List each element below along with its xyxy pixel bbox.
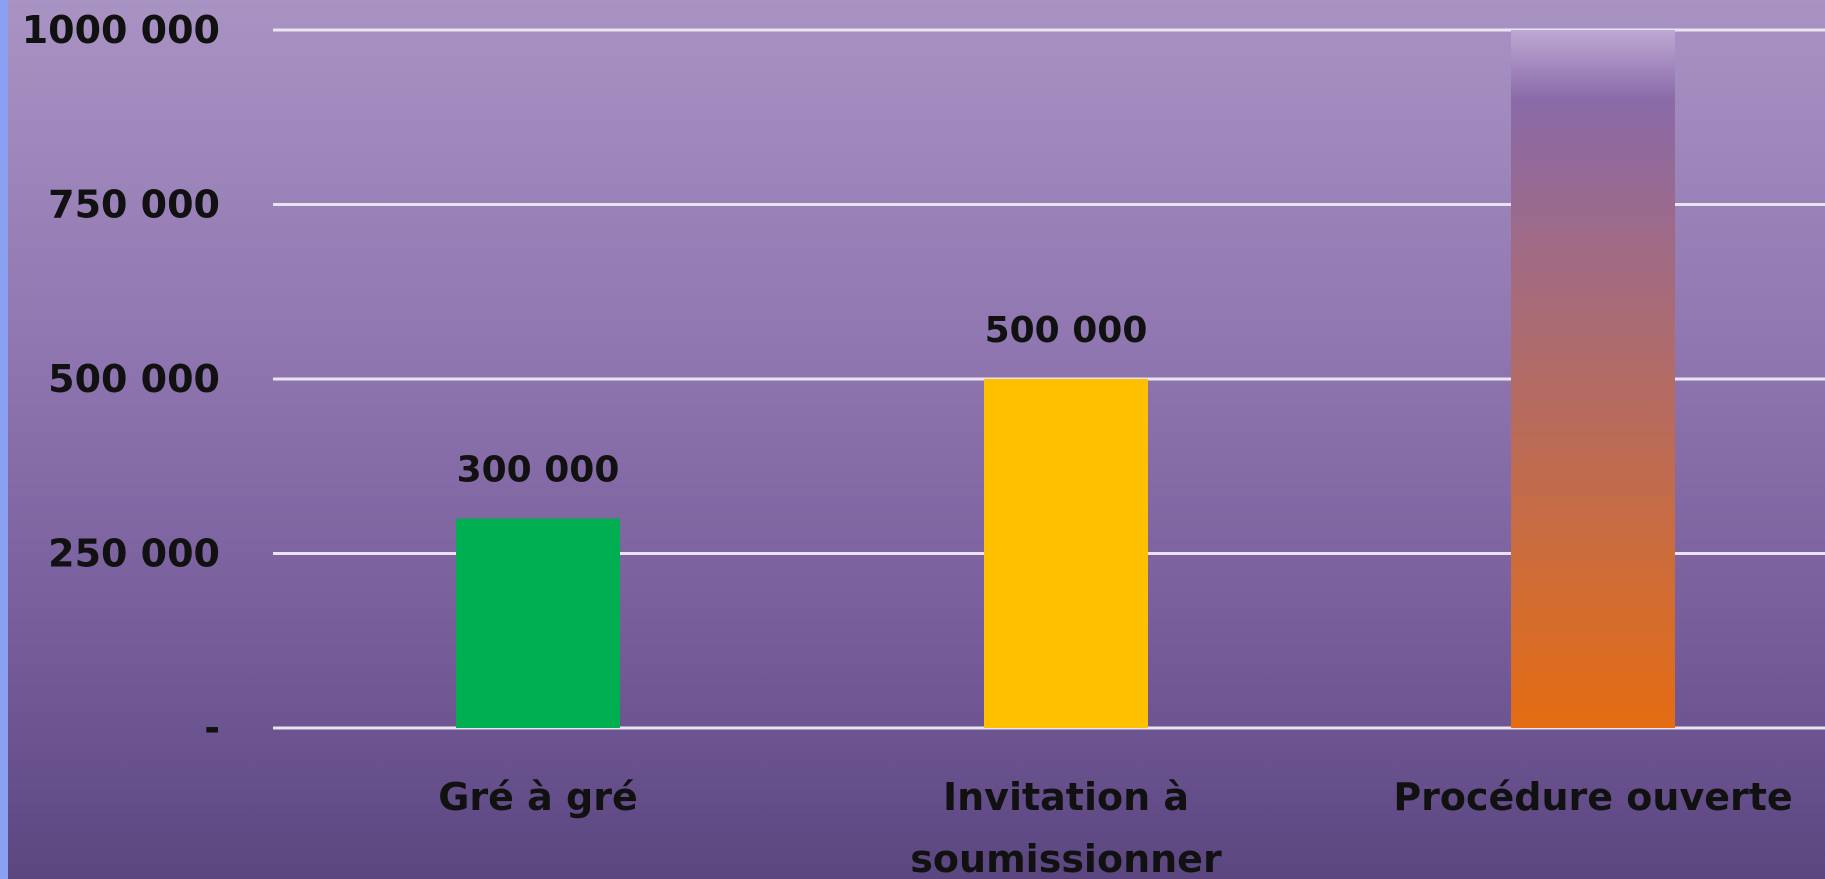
bar [984, 379, 1148, 728]
x-category-label: Invitation à [943, 775, 1189, 819]
x-category-label: Procédure ouverte [1393, 775, 1792, 819]
bar-chart: - 250 000 500 000 750 000 1000 000 300 000 50… [22, 8, 1825, 879]
data-label: 500 000 [985, 310, 1148, 351]
x-axis: Gré à gré Invitation à soumissionner Procéd… [438, 775, 1792, 879]
y-tick-label: 500 000 [48, 357, 220, 401]
data-label: 300 000 [457, 450, 620, 491]
bar [1511, 30, 1675, 728]
y-tick-label: 1000 000 [22, 8, 220, 52]
y-tick-label: 750 000 [48, 183, 220, 227]
y-tick-label: 250 000 [48, 532, 220, 576]
bar [456, 518, 620, 728]
data-labels: 300 000 500 000 [457, 310, 1148, 491]
y-axis: - 250 000 500 000 750 000 1000 000 [22, 8, 220, 750]
x-category-label: Gré à gré [438, 775, 638, 819]
x-category-label: soumissionner [910, 837, 1222, 879]
bars [456, 30, 1675, 728]
y-tick-label: - [204, 706, 220, 750]
